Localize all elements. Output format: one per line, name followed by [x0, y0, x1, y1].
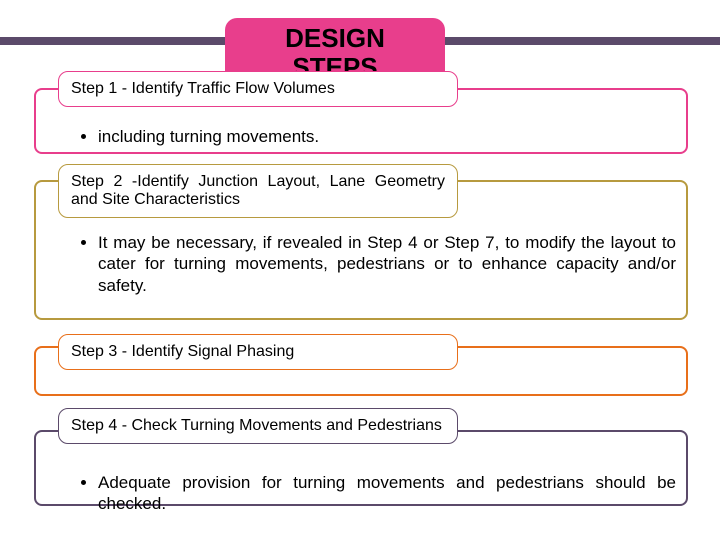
step-4-bullet: Adequate provision for turning movements…	[98, 472, 676, 515]
step-1-label: Step 1 - Identify Traffic Flow Volumes	[71, 80, 335, 97]
step-4-box: Step 4 - Check Turning Movements and Ped…	[58, 408, 458, 444]
step-2-bullet: It may be necessary, if revealed in Step…	[98, 232, 676, 296]
step-3-box: Step 3 - Identify Signal Phasing	[58, 334, 458, 370]
step-1-bullet: including turning movements.	[98, 126, 676, 147]
step-2-box: Step 2 -Identify Junction Layout, Lane G…	[58, 164, 458, 218]
step-4-label: Step 4 - Check Turning Movements and Ped…	[71, 417, 442, 434]
step-3-label: Step 3 - Identify Signal Phasing	[71, 343, 294, 360]
step-2-label: Step 2 -Identify Junction Layout, Lane G…	[71, 173, 445, 208]
step-2-bullet-area: It may be necessary, if revealed in Step…	[76, 232, 676, 300]
header-title-line1: DESIGN	[285, 23, 385, 53]
step-1-box: Step 1 - Identify Traffic Flow Volumes	[58, 71, 458, 107]
step-4-bullet-area: Adequate provision for turning movements…	[76, 472, 676, 519]
step-1-bullet-area: including turning movements.	[76, 126, 676, 151]
